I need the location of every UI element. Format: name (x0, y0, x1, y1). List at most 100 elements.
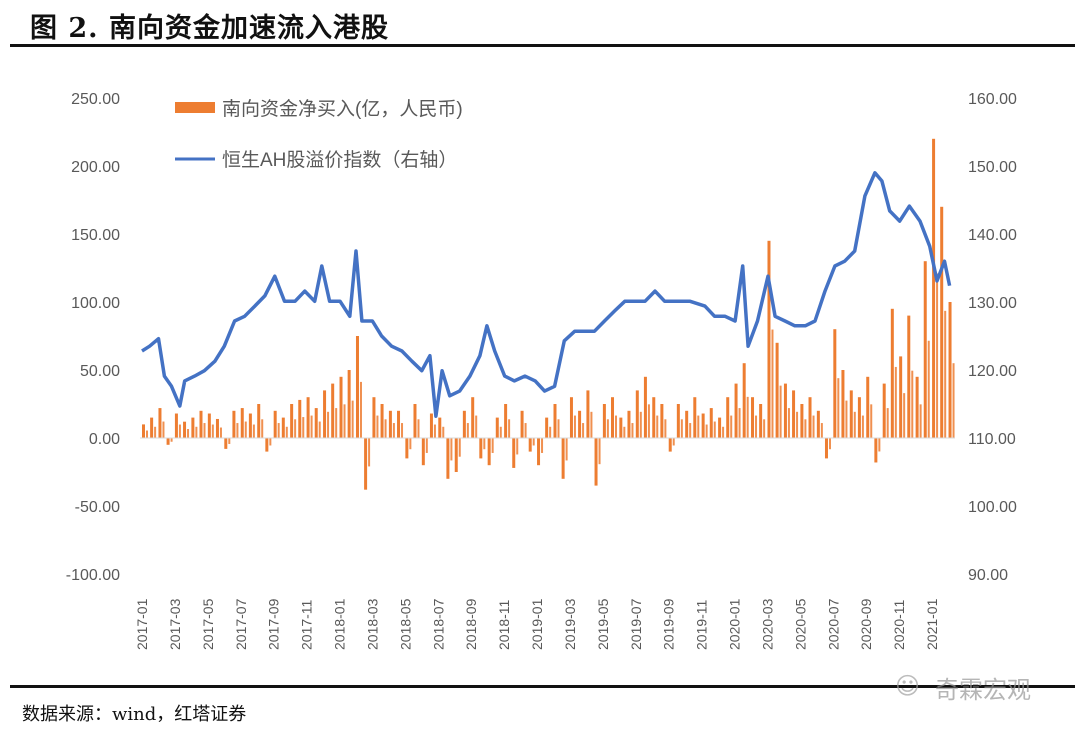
bar (578, 410, 582, 438)
bar (639, 411, 642, 438)
bar (705, 424, 708, 438)
bar (697, 415, 700, 438)
bar (767, 240, 771, 438)
bar (162, 421, 165, 438)
bar (207, 413, 211, 438)
bar (343, 404, 346, 438)
legend-label-bars: 南向资金净买入(亿，人民币) (222, 98, 463, 120)
bar (236, 423, 239, 438)
left-tick-label: 250.00 (71, 91, 120, 108)
bar (491, 438, 494, 453)
right-tick-label: 160.00 (968, 91, 1017, 108)
bar (890, 308, 894, 438)
x-tick-label: 2021-01 (924, 598, 940, 650)
bar (413, 404, 417, 438)
bar (327, 411, 330, 438)
bar (195, 426, 198, 438)
bar (174, 413, 178, 438)
bar (429, 413, 433, 438)
bar (940, 206, 944, 438)
bar (837, 378, 840, 438)
bar (903, 393, 906, 438)
bar (211, 424, 214, 438)
bar (166, 438, 170, 445)
bar (676, 404, 680, 438)
x-tick-label: 2019-11 (694, 599, 710, 650)
bar (693, 397, 697, 438)
bar (631, 423, 634, 438)
bar (508, 419, 511, 438)
legend-swatch-bars (175, 102, 215, 113)
bar (261, 419, 264, 438)
bar (874, 438, 878, 463)
bar (853, 411, 856, 438)
bar (808, 397, 812, 438)
right-tick-label: 150.00 (968, 159, 1017, 176)
bar (615, 415, 618, 438)
x-tick-label: 2018-01 (332, 598, 348, 650)
bar (878, 438, 881, 452)
bar (471, 397, 475, 438)
bar (516, 438, 519, 455)
wechat-icon: ☺ (895, 672, 921, 700)
bar (701, 413, 705, 438)
bar (660, 404, 664, 438)
bar (384, 419, 387, 438)
bar (944, 310, 947, 438)
bar (775, 342, 779, 438)
bar (479, 438, 483, 459)
bar (421, 438, 425, 466)
bar (812, 415, 815, 438)
bar (388, 410, 392, 438)
bar (331, 383, 335, 438)
x-tick-label: 2019-05 (595, 598, 611, 650)
bar (656, 415, 659, 438)
bar (915, 376, 919, 438)
bar (512, 438, 516, 468)
bar (323, 390, 327, 438)
source-note: 数据来源：wind，红塔证券 (22, 704, 247, 725)
bar (269, 438, 272, 446)
bar (178, 424, 181, 438)
bar (619, 417, 623, 438)
watermark: 奇霖宏观 (935, 676, 1031, 704)
x-tick-label: 2018-05 (397, 598, 413, 650)
bar (824, 438, 828, 459)
bar (828, 438, 831, 450)
bar (252, 424, 255, 438)
x-tick-label: 2017-03 (167, 598, 183, 650)
bar (771, 329, 774, 438)
bar (857, 397, 861, 438)
bar (458, 438, 461, 457)
bar (565, 438, 568, 461)
bar (713, 421, 716, 438)
x-tick-label: 2017-05 (200, 598, 216, 650)
bar (870, 404, 873, 438)
bar (923, 261, 927, 438)
bar (590, 411, 593, 438)
right-tick-label: 110.00 (968, 431, 1016, 448)
right-tick-label: 140.00 (968, 227, 1017, 244)
bar (763, 419, 766, 438)
bar (804, 419, 807, 438)
bar (359, 381, 362, 438)
bar (142, 424, 145, 438)
bar (417, 419, 420, 438)
bar (306, 397, 310, 438)
bar (738, 408, 741, 438)
bar (545, 417, 549, 438)
bar (397, 410, 401, 438)
x-tick-label: 2017-11 (299, 599, 315, 650)
bar (532, 438, 535, 446)
x-tick-label: 2020-07 (825, 598, 841, 650)
bar (759, 404, 763, 438)
bar (569, 397, 573, 438)
bar (709, 408, 713, 438)
bar (187, 429, 190, 438)
bar (244, 421, 247, 438)
bar (401, 423, 404, 438)
bar (919, 404, 922, 438)
bar (520, 410, 524, 438)
